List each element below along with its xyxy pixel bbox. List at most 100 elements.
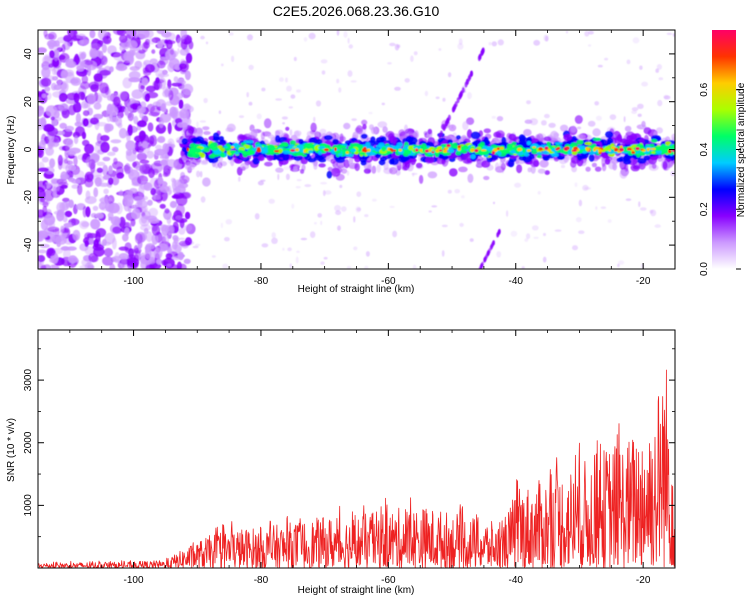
spectrogram-cell [435, 96, 440, 100]
spectrogram-cell [71, 179, 81, 184]
spectrogram-cell [474, 148, 479, 153]
spectrogram-cell [63, 34, 73, 43]
spectrogram-cell [38, 249, 47, 254]
spectrogram-cell [379, 156, 388, 162]
spectrogram-cell [196, 170, 201, 178]
spectrogram-cell [313, 161, 318, 170]
spectrogram-cell [594, 166, 602, 172]
colorbar: 0.0 0.2 0.4 0.6 Normalized spectral amplitu… [699, 30, 747, 276]
spectrogram-cell [616, 134, 623, 142]
spectrogram-cell [332, 138, 339, 145]
spectrogram-cell [256, 113, 262, 120]
spectrogram-cell [339, 184, 343, 189]
spectrogram-cell [71, 218, 76, 226]
spectrogram-cell [514, 182, 522, 188]
spectrogram-cell [349, 143, 355, 147]
spectrogram-cell [282, 143, 289, 148]
spectrogram-cell [49, 50, 55, 59]
spectrogram-cell [578, 230, 585, 234]
spectrogram-cell [549, 130, 559, 141]
spectrogram-cell [452, 142, 458, 147]
spectrogram-cell [112, 226, 122, 234]
spectrogram-cell [45, 225, 55, 231]
spectrogram-cell [178, 63, 187, 70]
spectrogram-cell [168, 58, 180, 70]
spectrogram-cell [282, 153, 290, 161]
spectrogram-cell [610, 146, 616, 150]
spectrogram-cell [461, 195, 465, 199]
spectrogram-cell [258, 154, 265, 161]
colorbar-tick-label: 0.6 [699, 82, 710, 96]
spectrogram-cell [68, 104, 76, 116]
spectrogram-cell [600, 139, 607, 144]
spectrogram-cell [408, 145, 415, 151]
spectrogram-cell [493, 148, 498, 152]
spectrogram-cell [155, 79, 165, 84]
spectrogram-cell [160, 189, 168, 202]
spectrogram-cell [605, 131, 614, 139]
spectrogram-cell [61, 43, 66, 53]
spectrogram-cell [79, 264, 92, 269]
spectrogram-cell [52, 234, 65, 242]
spectrogram-cell [277, 173, 280, 181]
spectrogram-cell [347, 37, 350, 44]
spectrogram-cell [595, 206, 598, 210]
spectrogram-cell [398, 148, 402, 152]
spectrogram-cell [79, 39, 84, 45]
spectrogram-cell [102, 156, 111, 162]
spectrogram-cell [324, 190, 332, 195]
spectrogram-cell [389, 42, 396, 47]
spectrogram-cell [185, 52, 193, 64]
spectrogram-cell [377, 121, 388, 128]
spectrogram-cell [165, 101, 174, 106]
spectrogram-cell [313, 116, 316, 123]
spectrogram-cell [125, 30, 137, 39]
spectrogram-cell [483, 128, 491, 134]
spectrogram-cell [212, 136, 220, 142]
spectrogram-cell [79, 81, 90, 90]
spectrogram-cell [274, 150, 280, 153]
spectrogram-cell [96, 167, 104, 173]
spectrogram-cell [287, 247, 292, 252]
spectrogram-cell [400, 157, 410, 162]
spectrogram-cell [533, 39, 541, 46]
spectrogram-cell [460, 149, 468, 154]
spectrogram-cell [308, 150, 314, 154]
spectrogram-cell [506, 145, 514, 151]
spectrogram-cell [102, 175, 110, 180]
spectrogram-cell [578, 146, 586, 150]
spectrogram-cell [491, 115, 496, 119]
spectrogram-cell [595, 115, 602, 121]
spectrogram-cell [203, 97, 208, 104]
spectrogram-cell [52, 186, 57, 198]
spectrogram-cell [464, 81, 468, 88]
spectrogram-cell [526, 149, 532, 152]
spectrogram-cell [651, 163, 657, 169]
spectrogram-cell [587, 120, 596, 127]
spectrogram-cell [187, 149, 195, 154]
spectrogram-cell [151, 49, 156, 54]
spectrogram-y-ticks: -40 -20 0 20 40 [23, 29, 675, 270]
spectrogram-cell [102, 35, 112, 45]
spectrogram-cell [575, 217, 582, 223]
spectrogram-cell [592, 128, 601, 137]
spectrogram-cell [68, 150, 76, 156]
spectrogram-cell [497, 39, 504, 46]
spectrogram-cell [93, 174, 105, 185]
spectrogram-cell [178, 227, 186, 235]
spectrogram-x-tick-label: -20 [636, 276, 651, 287]
spectrogram-cell [128, 49, 135, 59]
spectrogram-cell [227, 144, 233, 150]
spectrogram-cell [336, 78, 340, 84]
spectrogram-cell [413, 130, 419, 140]
spectrogram-y-tick-label: 40 [23, 48, 34, 60]
spectrogram-cell [606, 137, 614, 145]
spectrogram-cell [455, 135, 461, 140]
spectrogram-cell [307, 158, 317, 163]
spectrogram-cell [247, 34, 253, 41]
spectrogram-cell [441, 250, 445, 257]
spectrogram-cell [310, 231, 316, 239]
spectrogram-cell [156, 60, 166, 69]
spectrogram-cell [103, 247, 113, 257]
spectrogram-cell [136, 120, 147, 128]
